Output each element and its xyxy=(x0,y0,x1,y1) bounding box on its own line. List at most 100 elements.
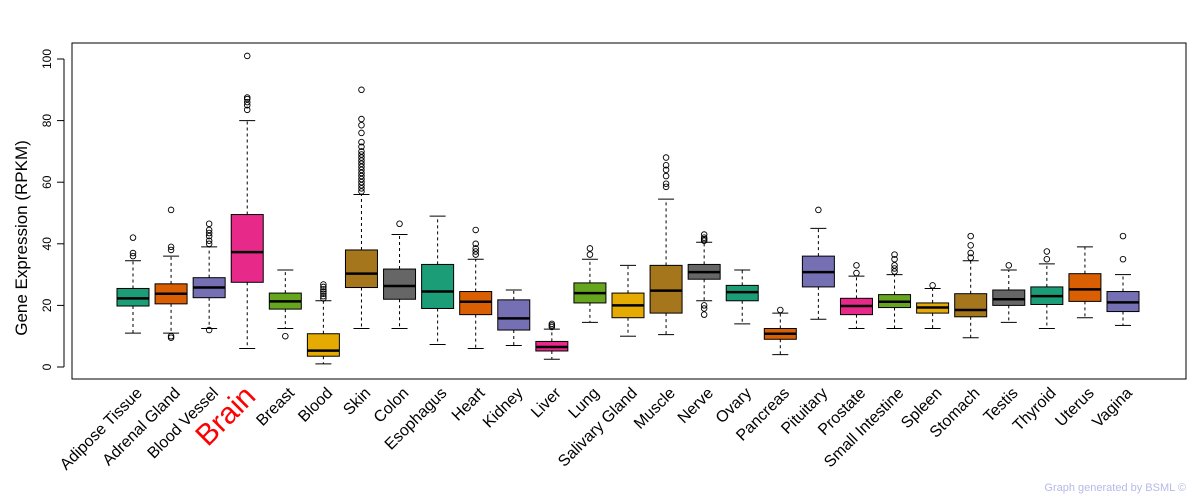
outlier-point xyxy=(243,106,251,114)
outlier-point xyxy=(358,151,365,158)
x-tick-label: Breast xyxy=(253,384,298,429)
y-tick-label: 40 xyxy=(40,237,54,251)
box xyxy=(954,293,988,318)
box-group xyxy=(497,289,531,346)
outlier-point xyxy=(700,311,708,318)
outlier-point xyxy=(891,268,898,275)
outlier-point xyxy=(1119,232,1127,240)
outlier-point xyxy=(662,162,670,169)
box xyxy=(992,289,1026,306)
box-group xyxy=(1030,248,1064,329)
outlier-point xyxy=(358,169,365,177)
outlier-point xyxy=(967,254,974,261)
box xyxy=(230,214,264,283)
outlier-point xyxy=(891,255,898,263)
x-tick-label: Muscle xyxy=(631,385,679,433)
outlier-point xyxy=(700,234,708,241)
box-group xyxy=(687,231,721,318)
box-group xyxy=(1068,246,1102,319)
box-group xyxy=(268,269,302,340)
x-tick-label: Skin xyxy=(340,385,374,419)
outlier-point xyxy=(320,292,327,300)
x-tick-label: Blood xyxy=(295,385,336,426)
box-group xyxy=(878,251,912,329)
outlier-point xyxy=(358,188,365,195)
box-group xyxy=(154,206,188,341)
outlier-point xyxy=(358,185,365,192)
outlier-point xyxy=(967,242,974,249)
outlier-point xyxy=(320,288,327,295)
box-group xyxy=(763,306,797,356)
footer-credit: Graph generated by BSML © xyxy=(1044,482,1186,494)
box-group xyxy=(306,281,340,365)
outlier-point xyxy=(205,232,213,240)
outlier-point xyxy=(662,172,670,180)
outlier-point xyxy=(1005,262,1013,269)
outlier-point xyxy=(1043,255,1051,263)
outlier-point xyxy=(205,240,213,248)
outlier-point xyxy=(929,282,936,289)
box-group xyxy=(839,262,873,329)
outlier-point xyxy=(358,143,365,151)
box xyxy=(459,291,493,316)
box-group xyxy=(1106,232,1140,326)
box xyxy=(383,268,417,300)
box-group xyxy=(230,52,264,350)
outlier-point xyxy=(282,332,289,340)
outlier-point xyxy=(358,154,365,161)
outlier-point xyxy=(205,326,213,334)
outlier-point xyxy=(205,237,213,244)
outlier-point xyxy=(1119,255,1127,263)
boxes-layer xyxy=(116,52,1140,365)
outlier-point xyxy=(853,269,860,277)
box-group xyxy=(192,220,226,334)
x-tick-label: Kidney xyxy=(480,385,527,432)
outlier-point xyxy=(243,101,251,109)
box-group xyxy=(116,234,150,334)
outlier-point xyxy=(129,234,137,241)
outlier-point xyxy=(320,286,327,293)
x-tick-label: Uterus xyxy=(1052,385,1097,430)
outlier-point xyxy=(320,283,327,291)
outlier-point xyxy=(662,180,670,187)
y-tick-label: 80 xyxy=(40,114,54,128)
outlier-point xyxy=(891,265,898,272)
outlier-point xyxy=(358,172,365,180)
outlier-point xyxy=(967,249,974,257)
outlier-point xyxy=(358,160,365,167)
outlier-point xyxy=(662,183,670,191)
plot-frame xyxy=(71,42,1187,380)
box xyxy=(1068,273,1102,302)
outlier-point xyxy=(700,305,708,312)
box-group xyxy=(421,215,455,346)
outlier-point xyxy=(205,226,213,234)
outlier-point xyxy=(358,138,365,146)
outlier-point xyxy=(205,220,213,228)
box-group xyxy=(725,269,759,325)
outlier-point xyxy=(129,252,137,260)
outlier-point xyxy=(472,251,479,258)
outlier-point xyxy=(967,232,974,240)
outlier-point xyxy=(1043,248,1051,255)
box-group xyxy=(611,264,645,337)
outlier-point xyxy=(358,182,365,189)
outlier-point xyxy=(320,281,327,288)
outlier-point xyxy=(167,246,175,254)
y-tick-label: 60 xyxy=(40,175,54,189)
box-group xyxy=(992,262,1026,323)
outlier-point xyxy=(358,129,365,137)
outlier-point xyxy=(472,226,479,234)
outlier-point xyxy=(205,229,213,237)
outlier-point xyxy=(891,251,898,258)
outlier-point xyxy=(358,163,365,171)
box xyxy=(306,333,340,357)
y-tick-label: 20 xyxy=(40,298,54,312)
outlier-point xyxy=(815,206,822,214)
x-tick-label: Liver xyxy=(528,384,565,421)
box-group xyxy=(383,220,417,329)
y-tick-label: 0 xyxy=(40,363,54,370)
outlier-point xyxy=(700,302,708,309)
outlier-point xyxy=(586,251,594,258)
outlier-point xyxy=(320,295,327,302)
